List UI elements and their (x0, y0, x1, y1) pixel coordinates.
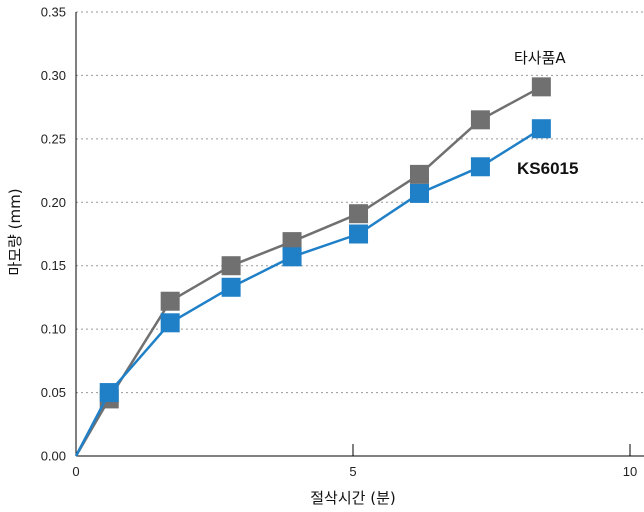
data-point-marker (221, 277, 241, 297)
y-tick-labels: 0.00 0.05 0.10 0.15 0.20 0.25 0.30 0.35 (41, 5, 66, 464)
series-line-0 (74, 85, 542, 457)
y-tick-label: 0.30 (41, 68, 66, 83)
series-layer (74, 77, 551, 457)
data-point-marker (160, 313, 180, 333)
data-point-marker (282, 247, 302, 267)
x-tick-label: 5 (349, 464, 356, 479)
data-point-marker (221, 256, 241, 276)
grid-lines (76, 11, 644, 394)
y-tick-label: 0.05 (41, 385, 66, 400)
data-point-marker (349, 204, 369, 224)
x-axis-title: 절삭시간 (분) (310, 489, 395, 507)
axes (75, 12, 644, 457)
x-tick-label: 0 (72, 464, 79, 479)
series-line-1 (74, 127, 543, 457)
x-tick-labels: 0 5 10 (72, 464, 637, 479)
data-point-marker (409, 164, 429, 184)
y-axis-title: 마모량 (mm) (6, 188, 24, 275)
data-point-marker (282, 232, 302, 252)
data-point-marker (470, 110, 490, 130)
data-point-marker (160, 291, 180, 311)
y-tick-label: 0.10 (41, 322, 66, 337)
series-label-ks6015: KS6015 (517, 159, 578, 178)
y-tick-label: 0.15 (41, 258, 66, 273)
data-point-marker (349, 224, 369, 244)
y-tick-label: 0.20 (41, 195, 66, 210)
data-point-marker (470, 157, 490, 177)
series-label-competitor-a: 타사품A (514, 49, 566, 67)
data-point-marker (531, 119, 551, 139)
data-point-marker (409, 183, 429, 203)
data-point-marker (531, 77, 551, 97)
series-labels: 타사품A KS6015 (514, 49, 578, 178)
y-tick-label: 0.00 (41, 449, 66, 464)
data-point-marker (99, 383, 119, 403)
y-tick-label: 0.35 (41, 5, 66, 20)
x-tick-label: 10 (623, 464, 637, 479)
y-tick-label: 0.25 (41, 131, 66, 146)
